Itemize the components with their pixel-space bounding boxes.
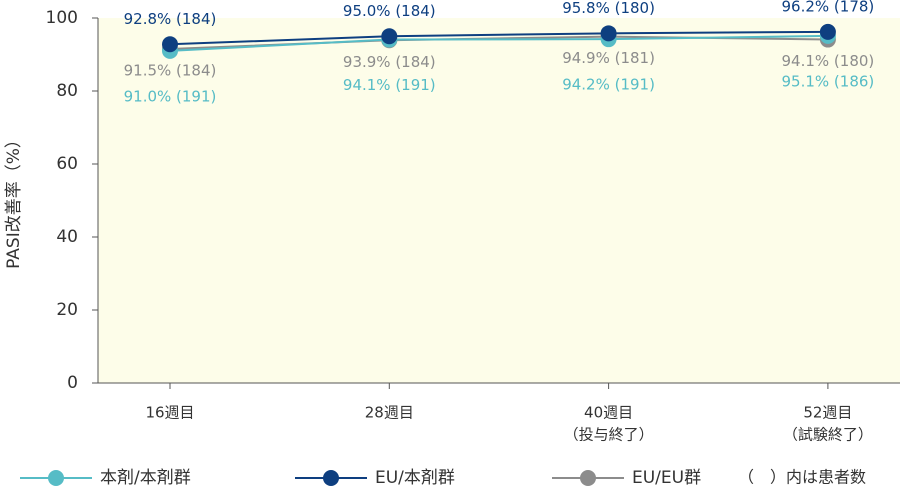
value-label: 94.1% (191): [343, 76, 436, 94]
value-label: 94.9% (181): [562, 49, 655, 67]
y-tick-label: 40: [56, 227, 78, 247]
x-tick-label: 16週目: [145, 404, 194, 422]
value-label: 93.9% (184): [343, 53, 436, 71]
legend-marker: [323, 470, 339, 486]
x-tick-label: 28週目: [365, 404, 414, 422]
legend-marker: [580, 470, 596, 486]
x-tick-label: 40週目: [584, 404, 633, 422]
y-axis-label: PASI改善率（%）: [4, 131, 24, 269]
y-tick-label: 80: [56, 81, 78, 101]
x-tick-note: （試験終了）: [783, 426, 873, 444]
value-label: 96.2% (178): [782, 0, 875, 15]
legend-marker: [48, 470, 64, 486]
y-tick-label: 60: [56, 154, 78, 174]
plot-area: [98, 18, 900, 383]
value-label: 95.0% (184): [343, 2, 436, 20]
x-tick-label: 52週目: [803, 404, 852, 422]
series-line: [169, 34, 828, 52]
data-point: [162, 36, 178, 53]
y-tick-label: 20: [56, 300, 78, 320]
x-tick-note: （投与終了）: [564, 426, 654, 444]
series-line: [169, 30, 828, 46]
value-label: 95.1% (186): [782, 72, 875, 90]
legend-label: 本剤/本剤群: [100, 468, 191, 488]
legend-label: EU/EU群: [632, 468, 701, 488]
data-point: [600, 25, 617, 42]
value-label: 95.8% (180): [562, 0, 655, 17]
value-label: 91.5% (184): [124, 62, 217, 80]
value-label: 94.1% (180): [782, 52, 875, 70]
legend-label: EU/本剤群: [375, 468, 455, 488]
data-point: [381, 28, 398, 45]
value-label: 92.8% (184): [124, 10, 217, 28]
y-tick-label: 100: [46, 8, 78, 28]
y-tick-label: 0: [67, 373, 78, 393]
data-point: [819, 23, 836, 40]
legend-note: （ ）内は患者数: [738, 468, 866, 487]
value-label: 94.2% (191): [562, 76, 655, 94]
value-label: 91.0% (191): [124, 87, 217, 105]
